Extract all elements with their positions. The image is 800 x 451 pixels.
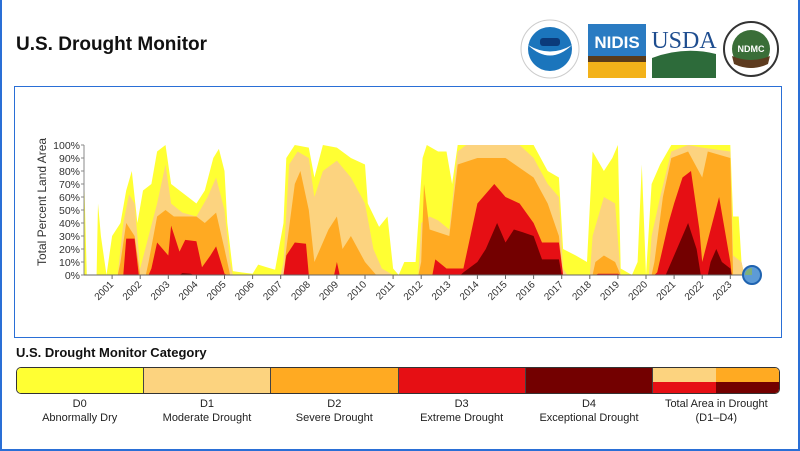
y-tick-label: 70%	[59, 179, 80, 191]
x-tick-label: 2015	[486, 279, 510, 303]
nidis-logo: NIDIS	[588, 24, 646, 78]
y-tick-label: 10%	[59, 257, 80, 269]
chart-container: 0% 10% 20% 30% 40% 50% 60% 70% 80% 90% 100% 2001 200…	[14, 86, 782, 338]
x-tick-label: 2022	[683, 279, 707, 303]
x-tick-label: 2021	[655, 279, 679, 303]
svg-text:USDA: USDA	[651, 28, 717, 54]
y-tick-label: 50%	[59, 205, 80, 217]
y-tick-label: 100%	[53, 140, 80, 152]
legend-item-d3: D3 Extreme Drought	[420, 398, 504, 424]
x-tick-label: 2007	[261, 279, 285, 303]
y-tick-label: 60%	[59, 192, 80, 204]
y-tick-label: 30%	[59, 231, 80, 243]
legend-swatch-d1	[144, 368, 272, 393]
legend-swatch-d3	[398, 368, 526, 393]
x-tick-label: 2019	[599, 279, 623, 303]
legend-item-d4: D4 Exceptional Drought	[539, 398, 639, 424]
y-tick-label: 80%	[59, 166, 80, 178]
x-tick-label: 2016	[514, 279, 538, 303]
legend-item-d2: D2 Severe Drought	[295, 398, 373, 424]
legend-item-d1: D1 Moderate Drought	[162, 398, 252, 424]
x-tick-label: 2002	[121, 279, 145, 303]
x-tick-label: 2008	[289, 279, 313, 303]
svg-text:NDMC: NDMC	[738, 44, 765, 54]
y-tick-label: 0%	[65, 270, 80, 282]
x-tick-label: 2004	[177, 279, 201, 303]
x-tick-label: 2005	[205, 279, 229, 303]
legend-title: U.S. Drought Monitor Category	[16, 345, 207, 360]
x-tick-label: 2020	[627, 279, 651, 303]
legend-swatch-total	[652, 368, 779, 393]
x-tick-label: 2012	[402, 279, 426, 303]
y-tick-label: 20%	[59, 244, 80, 256]
x-tick-label: 2018	[570, 279, 594, 303]
x-tick-label: 2003	[149, 279, 173, 303]
y-tick-label: 90%	[59, 153, 80, 165]
x-tick-label: 2001	[93, 279, 117, 303]
usda-logo: USDA	[651, 28, 717, 78]
time-slider-handle[interactable]	[742, 265, 762, 285]
ndmc-logo: NDMC	[723, 21, 779, 77]
legend-swatch-d2	[271, 368, 399, 393]
noaa-logo	[520, 19, 580, 79]
svg-text:NIDIS: NIDIS	[594, 33, 639, 52]
x-tick-label: 2017	[542, 279, 566, 303]
page-title: U.S. Drought Monitor	[16, 34, 208, 55]
partner-logos: NIDIS USDA NDMC	[520, 19, 779, 79]
x-tick-label: 2006	[233, 279, 257, 303]
y-tick-label: 40%	[59, 218, 80, 230]
legend-item-total: Total Area in Drought (D1–D4)	[664, 398, 768, 424]
legend-swatch-d4	[525, 368, 653, 393]
x-tick-label: 2014	[458, 279, 482, 303]
y-axis-label: Total Percent Land Area	[35, 138, 49, 266]
x-tick-label: 2009	[318, 279, 342, 303]
area-d4	[179, 223, 732, 275]
legend-item-d0: D0 Abnormally Dry	[42, 398, 118, 424]
legend-swatch-d0	[17, 368, 145, 393]
legend-color-bar	[16, 367, 780, 394]
x-tick-label: 2023	[711, 279, 735, 303]
x-tick-label: 2013	[430, 279, 454, 303]
area-d2	[117, 151, 734, 275]
drought-area-chart: 0%10%20%30%40%50%60%70%80%90%100%2001 200…	[35, 138, 762, 303]
x-tick-label: 2010	[346, 279, 370, 303]
x-tick-label: 2011	[374, 279, 397, 302]
